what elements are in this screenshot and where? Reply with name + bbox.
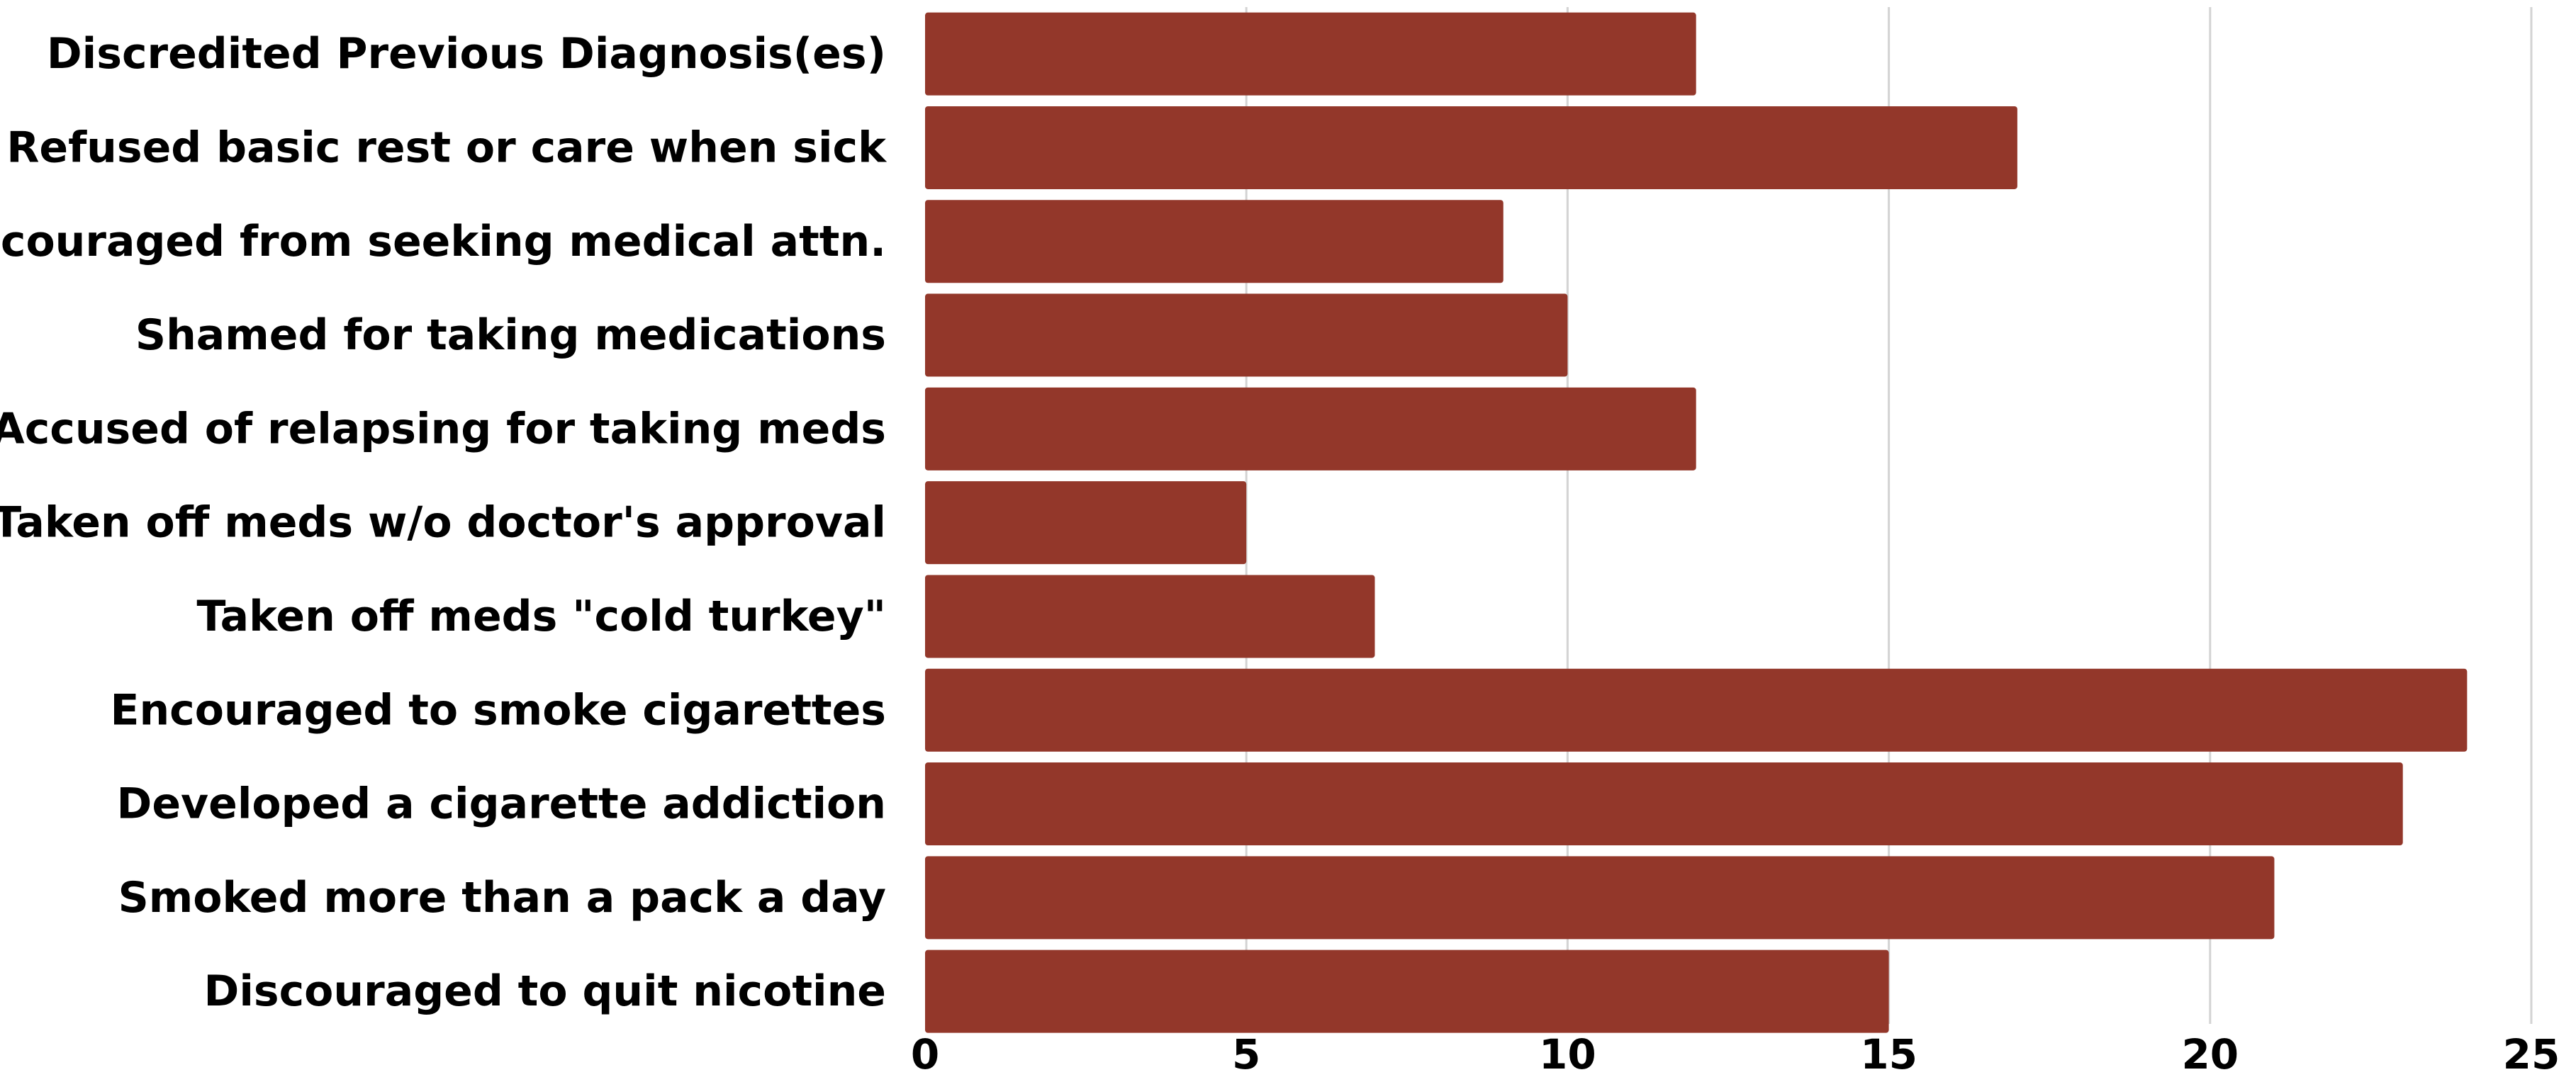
category-label: Discouraged from seeking medical attn. [0,217,886,266]
bar [925,12,1696,96]
x-tick-label: 10 [1539,1030,1596,1078]
bar-layer [925,12,2468,1033]
bar [925,106,2017,189]
bar [925,856,2275,940]
category-label: Accused of relapsing for taking meds [0,404,886,453]
category-label: Encouraged to smoke cigarettes [110,685,886,735]
bar [925,481,1247,565]
category-label: Shamed for taking medications [135,310,886,360]
bar [925,200,1503,283]
category-label: Refused basic rest or care when sick [6,123,887,172]
category-label: Discredited Previous Diagnosis(es) [47,29,886,79]
bar [925,293,1568,377]
bar [925,387,1696,470]
category-label: Developed a cigarette addiction [117,779,886,829]
bar [925,949,1889,1033]
x-tick-label: 25 [2503,1030,2560,1078]
bar [925,575,1375,658]
x-tick-label: 5 [1232,1030,1260,1078]
bar [925,762,2403,846]
x-tick-label: 0 [911,1030,939,1078]
x-tick-label: 20 [2181,1030,2239,1078]
x-tick-layer: 0 5 10 15 20 25 [911,1030,2560,1078]
x-tick-label: 15 [1860,1030,1917,1078]
category-label: Taken off meds "cold turkey" [196,592,886,641]
category-label-layer: Discredited Previous Diagnosis(es) Refuse… [0,29,887,1016]
category-label: Taken off meds w/o doctor's approval [0,498,886,548]
category-label: Smoked more than a pack a day [118,873,886,923]
category-label: Discouraged to quit nicotine [204,967,886,1016]
bar [925,668,2468,752]
